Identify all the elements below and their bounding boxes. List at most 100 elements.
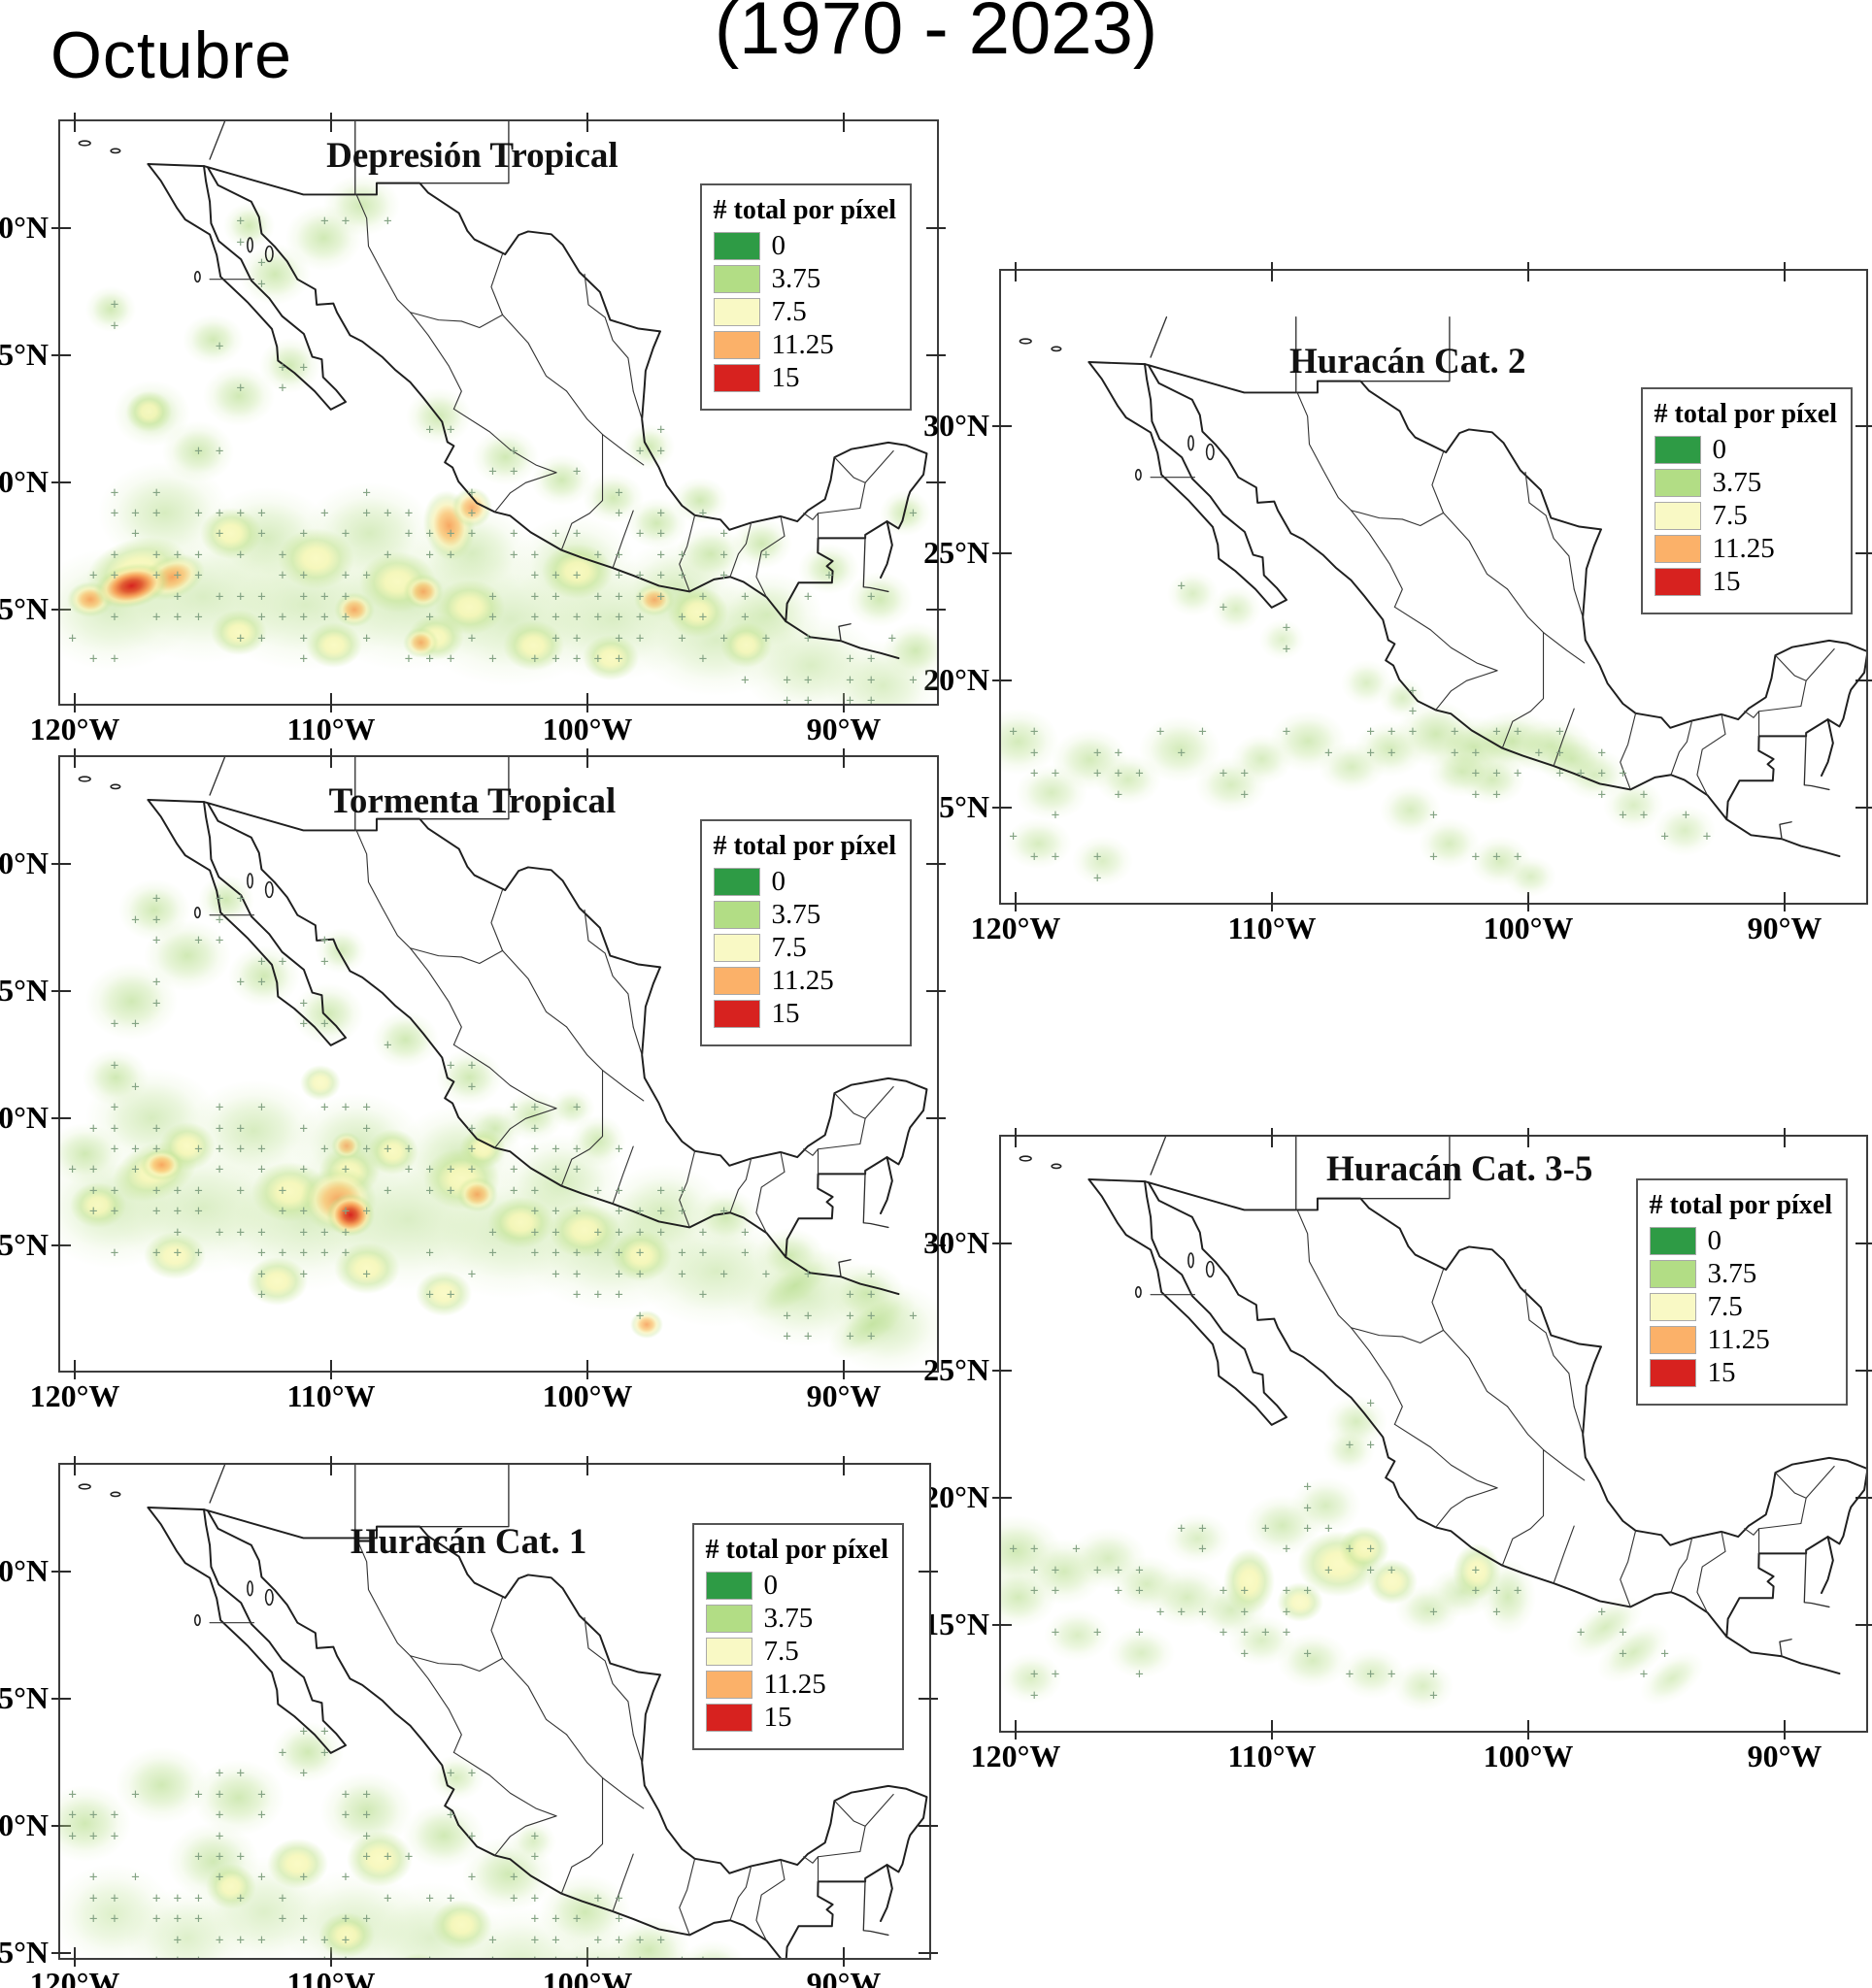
axis-tick [74, 1360, 76, 1371]
lat-axis-label: 15°N [0, 1935, 49, 1970]
legend-entry: 15 [705, 1702, 888, 1733]
legend-entry: 0 [1654, 436, 1837, 464]
axis-tick [1001, 425, 1012, 427]
lat-axis-label: 20°N [0, 464, 49, 499]
legend-entry: 15 [713, 1000, 896, 1028]
lat-axis-label: 25°N [923, 1352, 989, 1387]
legend-entry-label: 0 [771, 866, 786, 897]
axis-tick [1271, 262, 1273, 271]
legend-swatch [713, 364, 760, 392]
map-panel-dep: + + + + + + + + + + + + + + + + + + + + + + + + + + + + + + + + + + + + + + + +… [0, 113, 946, 746]
lat-axis-label: 25°N [0, 973, 49, 1008]
axis-tick [992, 1370, 1001, 1372]
legend-title: # total por píxel [1649, 1190, 1832, 1220]
axis-tick [60, 990, 71, 992]
legend-box: # total por píxel 0 3.75 7.5 11.25 15 [1635, 1178, 1848, 1406]
panel-title: Depresión Tropical [326, 136, 618, 176]
axis-tick [1271, 1128, 1273, 1137]
lat-axis-label: 20°N [923, 1479, 989, 1514]
axis-tick [74, 704, 76, 712]
legend-entry-label: 3.75 [1712, 467, 1762, 498]
axis-tick [1866, 1497, 1872, 1499]
axis-tick [586, 113, 588, 121]
axis-tick [1866, 807, 1872, 809]
axis-tick [51, 990, 60, 992]
lat-axis-label: 15°N [0, 591, 49, 626]
lat-axis-label: 30°N [0, 1553, 49, 1588]
axis-tick [60, 1952, 71, 1954]
legend-entry-label: 11.25 [763, 1669, 826, 1700]
axis-tick [586, 1371, 588, 1379]
lat-axis-label: 25°N [923, 535, 989, 570]
heat-blob [629, 1309, 663, 1339]
legend-swatch [713, 232, 760, 260]
axis-tick [51, 609, 60, 611]
legend-entry-label: 3.75 [1707, 1258, 1757, 1289]
legend-entry: 7.5 [1649, 1293, 1832, 1321]
axis-tick [843, 1465, 845, 1475]
lat-axis-label: 15°N [923, 1607, 989, 1641]
legend-entry-label: 15 [1712, 566, 1741, 597]
legend-swatch [1649, 1227, 1696, 1255]
axis-tick [926, 1117, 937, 1119]
legend-entry-label: 15 [771, 362, 800, 393]
axis-tick [1866, 1370, 1872, 1372]
heat-blob [1005, 817, 1072, 869]
legend-entry: 15 [713, 362, 896, 393]
axis-tick [586, 1456, 588, 1465]
lon-axis-label: 120°W [29, 1378, 120, 1413]
legend-swatch [713, 298, 760, 326]
axis-tick [937, 990, 946, 992]
axis-tick [586, 693, 588, 704]
lon-axis-label: 110°W [286, 712, 376, 746]
axis-tick [74, 1947, 76, 1958]
legend-box: # total por píxel 0 3.75 7.5 11.25 15 [1640, 387, 1853, 614]
lon-axis-label: 120°W [970, 911, 1061, 945]
axis-tick [1527, 1137, 1529, 1147]
axis-tick [330, 1456, 332, 1465]
heat-blob [1277, 1632, 1350, 1689]
axis-tick [992, 1497, 1001, 1499]
axis-tick [937, 227, 946, 229]
legend-entry-label: 15 [763, 1702, 792, 1733]
legend-entry: 3.75 [1654, 467, 1837, 498]
axis-tick [1271, 903, 1273, 911]
legend-entry-label: 11.25 [1712, 533, 1775, 564]
legend-swatch [1649, 1326, 1696, 1354]
axis-tick [330, 113, 332, 121]
axis-tick [843, 757, 845, 768]
lon-axis-label: 110°W [286, 1378, 376, 1413]
axis-tick [60, 481, 71, 483]
legend-title: # total por píxel [713, 195, 896, 225]
legend-title: # total por píxel [705, 1535, 888, 1565]
axis-tick [1527, 903, 1529, 911]
legend-entry: 7.5 [1654, 502, 1837, 530]
axis-tick [51, 481, 60, 483]
axis-tick [1784, 1731, 1786, 1740]
axis-tick [1015, 1731, 1017, 1740]
axis-tick [1015, 1720, 1017, 1731]
legend-swatch [713, 868, 760, 896]
legend-swatch [705, 1638, 752, 1666]
axis-tick [929, 1952, 938, 1954]
axis-tick [60, 863, 71, 865]
axis-tick [74, 1456, 76, 1465]
axis-tick [926, 990, 937, 992]
heat-blob [144, 1231, 206, 1280]
legend-entry-label: 3.75 [771, 899, 821, 930]
axis-tick [74, 757, 76, 768]
lon-axis-label: 100°W [1483, 911, 1574, 945]
month-title: Octubre [50, 18, 292, 92]
legend-entry: 11.25 [1649, 1326, 1832, 1354]
axis-tick [926, 609, 937, 611]
axis-tick [60, 1698, 71, 1700]
lat-axis-label: 20°N [0, 1100, 49, 1135]
axis-tick [1784, 262, 1786, 271]
map-canvas: + + + + + + + + + + + + + + + + + + + + + + + + + + + + + + + + + + + + + + + +… [1001, 271, 1866, 903]
axis-tick [51, 1571, 60, 1573]
axis-tick [1784, 1137, 1786, 1147]
legend-entry: 3.75 [1649, 1258, 1832, 1289]
legend-swatch [1654, 469, 1701, 497]
axis-tick [586, 1465, 588, 1475]
